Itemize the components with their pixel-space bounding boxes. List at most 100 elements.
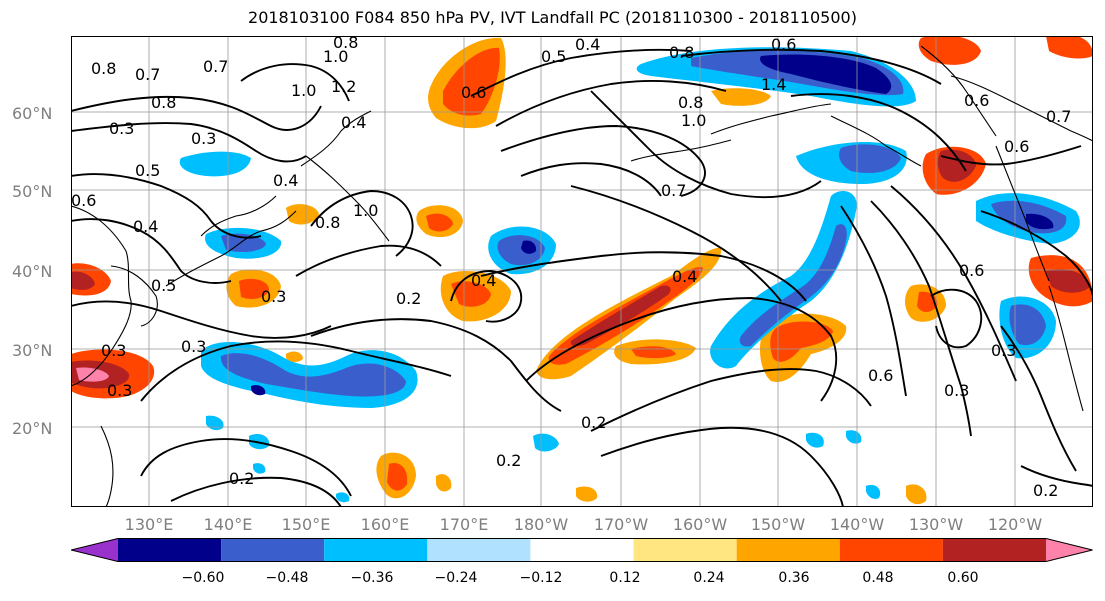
contour-label: 0.3 [991,341,1016,360]
contour-label: 0.3 [191,129,216,148]
contour-label: 0.8 [678,93,703,112]
negative-anomaly-peak [521,240,537,254]
colorbar-tick: 0.48 [862,570,894,586]
contour-label: 0.8 [669,43,694,62]
lon-label-150w: 150°W [750,515,806,534]
colorbar-segments [71,538,1093,562]
contour-label: 0.2 [496,451,521,470]
colorbar-tick: 0.24 [693,570,725,586]
contour-label: 0.2 [396,289,421,308]
contour-label: 0.6 [959,261,984,280]
contour-label: 0.6 [868,366,893,385]
contour-labels: 0.8 1.0 0.7 0.8 1.2 1.0 0.8 0.7 0.3 0.5 … [71,36,1071,500]
positive-anomaly-region [286,204,319,225]
colorbar-segment [221,538,325,562]
contour-label: 0.4 [471,271,496,290]
negative-anomaly-region [846,430,862,444]
coastlines [71,45,1093,507]
lat-label-30n: 30°N [12,341,53,360]
contour-label: 1.0 [353,201,378,220]
contour-label: 0.6 [1004,137,1029,156]
positive-anomaly-region [286,351,303,362]
negative-anomaly-core [221,233,266,252]
colorbar-segment [736,538,840,562]
negative-anomaly-peak [251,385,266,396]
contour-label: 1.0 [681,111,706,130]
positive-anomaly-core [770,321,833,362]
contour-label: 0.6 [964,91,989,110]
lon-label-170w: 170°W [593,515,649,534]
contour-label: 0.3 [101,341,126,360]
contour-label: 0.3 [261,287,286,306]
colorbar-segment [324,538,428,562]
contour-label: 0.2 [1033,481,1058,500]
map-title: 2018103100 F084 850 hPa PV, IVT Landfall… [248,8,857,27]
colorbar-segment [633,538,737,562]
lat-label-40n: 40°N [12,262,53,281]
contour-label: 1.4 [761,75,786,94]
lon-label-130e: 130°E [124,515,174,534]
map-panel: 0.8 1.0 0.7 0.8 1.2 1.0 0.8 0.7 0.3 0.5 … [71,36,1093,507]
contour-label: 0.5 [151,276,176,295]
lat-label-50n: 50°N [12,182,53,201]
contour-label: 0.8 [315,213,340,232]
positive-anomaly-region [576,486,598,502]
positive-anomaly-region [711,88,771,106]
positive-anomaly-core [426,213,453,232]
positive-anomaly-core [239,278,269,299]
positive-anomaly-core [443,47,500,116]
contour-label: 0.4 [273,171,298,190]
colorbar-tick: 0.36 [778,570,810,586]
contour-label: 0.8 [151,93,176,112]
colorbar-tick: −0.12 [519,570,563,586]
contour-label: 0.4 [672,267,697,286]
colorbar-segment [942,538,1046,562]
contour-label: 0.4 [575,36,600,54]
contour-label: 0.2 [229,469,254,488]
positive-anomaly-core [451,281,491,307]
negative-anomaly-core [739,224,847,347]
contour-label: 0.5 [135,161,160,180]
negative-anomaly-region [179,151,251,177]
colorbar-tick: 0.60 [947,570,979,586]
colorbar-tick: 0.12 [609,570,641,586]
negative-anomaly-region [336,492,350,503]
colorbar-segment [71,538,118,562]
contour-label: 0.3 [944,381,969,400]
shading-layer [71,36,1093,505]
negative-anomaly-core [839,144,901,174]
lon-label-170e: 170°E [439,515,489,534]
negative-anomaly-region [866,484,881,499]
contour-label: 0.8 [333,36,358,52]
negative-anomaly-region [206,415,224,431]
contour-label: 0.6 [771,36,796,54]
contour-label: 0.4 [341,113,366,132]
colorbar-segment [839,538,943,562]
positive-anomaly-core [387,462,408,491]
contour-label: 1.0 [291,81,316,100]
positive-anomaly-region [1046,36,1093,59]
contour-label: 0.7 [661,181,686,200]
negative-anomaly-region [806,432,824,448]
contour-label: 0.3 [109,119,134,138]
negative-anomaly-core [1009,304,1046,346]
contour-label: 1.2 [331,77,356,96]
lon-label-180w: 180°W [513,515,569,534]
colorbar-tick: −0.60 [181,570,225,586]
contour-label: 1.0 [323,47,348,66]
colorbar [71,538,1093,562]
negative-anomaly-core [497,235,545,266]
contour-label: 0.7 [135,65,160,84]
contour-label: 0.7 [1046,107,1071,126]
pv-contours [71,48,1093,507]
contour-label: 0.6 [461,83,486,102]
negative-anomaly-region [710,191,857,369]
colorbar-tick: −0.36 [350,570,394,586]
contour-label: 0.4 [133,217,158,236]
colorbar-segment [1046,538,1093,562]
lon-label-160w: 160°W [672,515,728,534]
lon-label-120w: 120°W [987,515,1043,534]
lat-label-60n: 60°N [12,104,53,123]
lon-label-150e: 150°E [281,515,331,534]
colorbar-outline [71,538,1093,562]
